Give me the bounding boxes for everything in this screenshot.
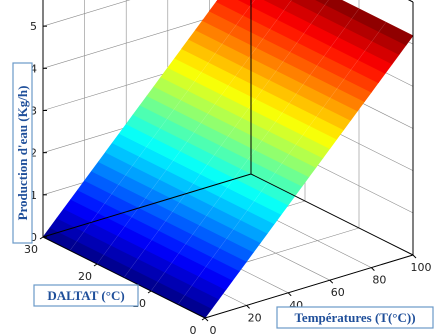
box-edge bbox=[204, 254, 414, 319]
surface-band bbox=[237, 0, 393, 74]
box-edge bbox=[42, 236, 206, 319]
x-tick-mark bbox=[287, 292, 292, 297]
x-tick-label: 60 bbox=[331, 286, 345, 299]
surface-band bbox=[215, 0, 386, 84]
z-axis-label: Production d'eau (Kg/h) bbox=[12, 62, 33, 244]
y-tick-label: 30 bbox=[24, 243, 38, 256]
x-tick-mark bbox=[246, 305, 250, 309]
x-tick-label: 20 bbox=[248, 311, 262, 324]
z-tick-label: 4 bbox=[30, 62, 37, 75]
surface-band bbox=[315, 0, 414, 46]
svg-text:Températures (T(°C)): Températures (T(°C)) bbox=[294, 310, 415, 325]
x-tick-mark bbox=[329, 279, 334, 284]
y-tick-mark bbox=[39, 236, 44, 240]
box-edge bbox=[250, 173, 414, 256]
svg-text:Production d'eau (Kg/h): Production d'eau (Kg/h) bbox=[15, 86, 30, 221]
grid-line bbox=[42, 0, 131, 27]
y-tick-mark bbox=[147, 290, 152, 294]
surface-mesh-line bbox=[123, 0, 329, 278]
surface-mesh-line bbox=[69, 0, 255, 251]
surface-plot bbox=[42, 0, 414, 319]
y-tick-mark bbox=[201, 317, 206, 321]
y-tick-label: 20 bbox=[78, 270, 92, 283]
z-tick-label: 1 bbox=[30, 189, 37, 202]
x-tick-mark bbox=[412, 254, 417, 259]
z-tick-label: 2 bbox=[30, 147, 37, 160]
x-tick-mark bbox=[371, 267, 375, 271]
z-axis-ticks: 0123456 bbox=[30, 20, 47, 244]
z-tick-label: 5 bbox=[30, 20, 37, 33]
surface-mesh-line bbox=[150, 8, 360, 292]
y-axis-label: DALTAT (°C) bbox=[33, 284, 139, 307]
x-tick-label: 0 bbox=[210, 324, 217, 334]
y-tick-mark bbox=[93, 263, 98, 267]
x-tick-label: 100 bbox=[411, 261, 432, 274]
svg-text:DALTAT (°C): DALTAT (°C) bbox=[47, 288, 124, 303]
box-edge bbox=[42, 173, 252, 238]
surface-band bbox=[289, 0, 407, 55]
z-tick-label: 0 bbox=[30, 231, 37, 244]
x-tick-label: 80 bbox=[372, 274, 386, 287]
surface-mesh-line bbox=[177, 22, 387, 305]
x-tick-mark bbox=[204, 317, 209, 322]
x-axis-label: Températures (T(°C)) bbox=[276, 306, 434, 329]
surface-mesh-line bbox=[96, 0, 292, 265]
surface-band bbox=[263, 0, 400, 65]
z-tick-label: 3 bbox=[30, 105, 37, 118]
y-tick-label: 0 bbox=[190, 324, 197, 334]
